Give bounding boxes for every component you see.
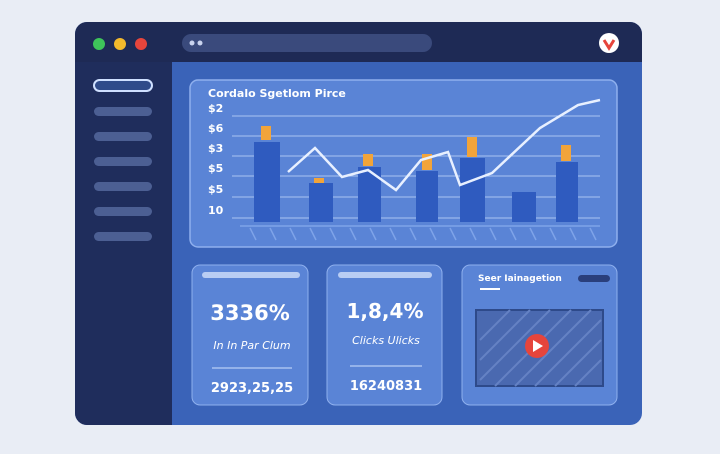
nav-items [94,107,152,241]
nav-item[interactable] [94,107,152,116]
nav-item[interactable] [94,207,152,216]
bar-cap [261,126,271,140]
bar-cap [314,178,324,183]
sidebar [75,62,172,425]
bar [460,158,485,222]
window-button[interactable] [93,38,105,50]
nav-item[interactable] [94,157,152,166]
card-header [338,272,432,278]
window-button[interactable] [135,38,147,50]
y-label: $6 [208,122,224,135]
stat-footer: 16240831 [350,379,422,394]
address-bar[interactable] [182,34,432,52]
chart-title: Cordalo Sgetlom Pirce [208,87,346,100]
nav-item[interactable] [94,182,152,191]
bar [358,167,381,222]
stat-card [191,264,309,406]
trend-line [287,98,601,192]
nav-item[interactable] [94,132,152,141]
browser-icon[interactable] [599,33,619,53]
card-header [202,272,300,278]
hatch [249,227,597,241]
y-label: $5 [208,162,223,175]
y-label: $5 [208,183,223,196]
axis-hatch [240,225,600,241]
nav-item[interactable] [94,232,152,241]
bar-cap [467,137,477,157]
stat-value: 1,8,4% [347,299,424,323]
stat-footer: 2923,25,25 [211,381,293,396]
y-label: 10 [208,204,224,217]
media-badge [578,275,610,282]
stat-value: 3336% [210,301,290,325]
stat-label: Clicks Ulicks [352,334,420,347]
bars [254,142,578,222]
stat-card [326,264,443,406]
bar-cap [422,154,432,170]
bar-caps [261,126,571,183]
y-label: $2 [208,102,223,115]
y-label: $3 [208,142,223,155]
bar [309,183,333,222]
bar [416,171,438,222]
bar-cap [561,145,571,161]
bar [254,142,280,222]
bar [512,192,536,222]
window-button[interactable] [114,38,126,50]
dot [197,40,203,46]
bar [556,162,578,222]
y-labels: $2 $6 $3 $5 $5 10 [208,102,224,217]
play-icon [533,340,543,352]
icon-glyph [602,39,616,51]
media-title: Seer Iainagetion [478,274,562,284]
stat-label: In In Par Clum [213,339,290,352]
chart-panel [189,79,618,248]
dot [189,40,195,46]
bar-cap [363,154,373,166]
nav-item-active[interactable] [93,79,153,92]
